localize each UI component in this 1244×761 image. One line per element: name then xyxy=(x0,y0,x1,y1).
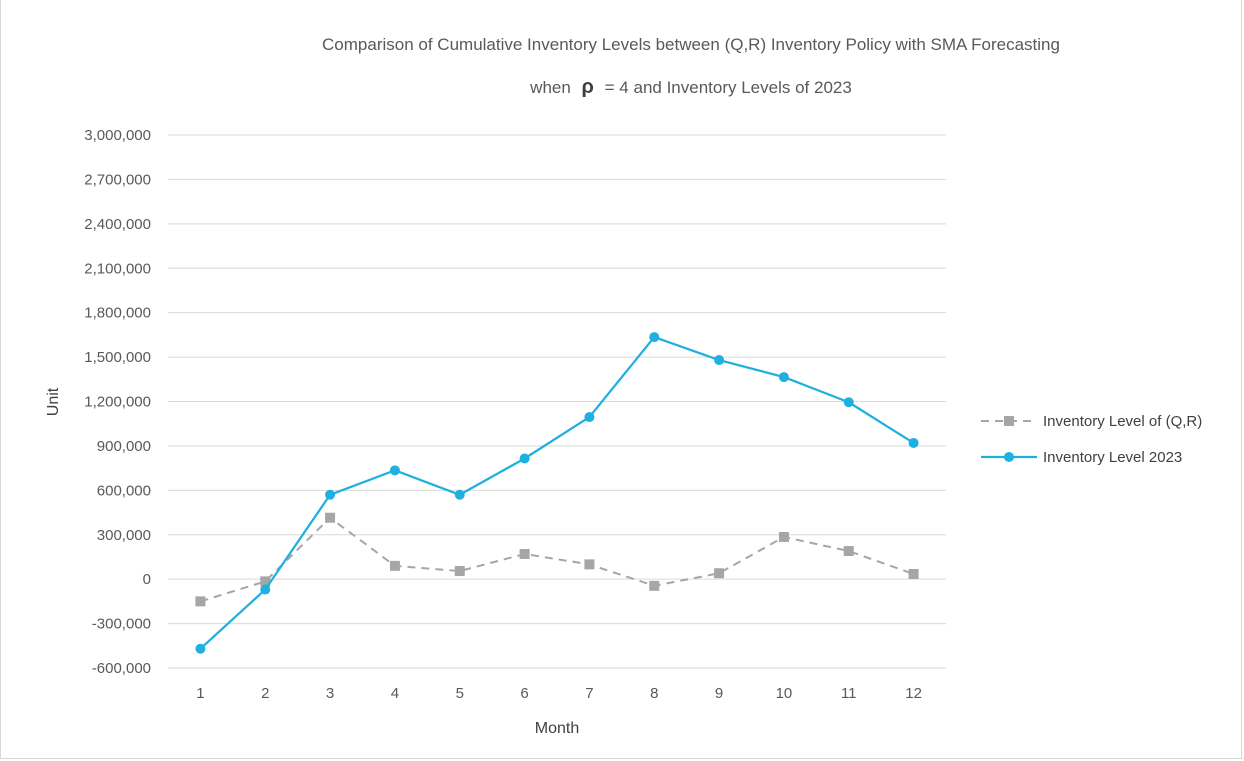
x-tick-label: 3 xyxy=(326,685,334,702)
rho-symbol: ρ xyxy=(582,76,594,98)
y-tick-label: 600,000 xyxy=(97,482,151,499)
data-point xyxy=(649,332,660,343)
x-tick-label: 8 xyxy=(650,685,658,702)
y-tick-label: 300,000 xyxy=(97,527,151,544)
chart-title-line1: Comparison of Cumulative Inventory Level… xyxy=(322,35,1060,54)
y-tick-label: 3,000,000 xyxy=(84,127,151,144)
x-tick-label: 4 xyxy=(391,685,399,702)
chart-title-line2: when ρ = 4 and Inventory Levels of 2023 xyxy=(529,76,852,98)
x-tick-label: 10 xyxy=(776,685,793,702)
y-tick-label: 0 xyxy=(143,571,151,588)
data-point xyxy=(843,397,854,408)
data-point xyxy=(454,489,465,500)
data-point xyxy=(389,560,400,571)
data-point xyxy=(584,412,595,423)
x-tick-label: 12 xyxy=(905,685,922,702)
x-tick-label: 9 xyxy=(715,685,723,702)
legend-entry: Inventory Level 2023 xyxy=(981,449,1182,466)
y-tick-label: 2,400,000 xyxy=(84,216,151,233)
x-tick-label: 1 xyxy=(196,685,204,702)
x-tick-label: 5 xyxy=(456,685,464,702)
data-series xyxy=(195,332,919,654)
x-tick-label: 6 xyxy=(520,685,528,702)
data-point xyxy=(714,355,725,366)
data-point xyxy=(389,465,400,476)
x-axis-tick-labels: 1 2 3 4 5 6 7 8 9 10 11 12 xyxy=(196,685,922,702)
data-point xyxy=(519,453,530,464)
data-point xyxy=(325,489,336,500)
data-point xyxy=(325,512,336,523)
y-tick-label: 2,700,000 xyxy=(84,171,151,188)
y-tick-label: -300,000 xyxy=(92,616,151,633)
series-line xyxy=(200,516,914,603)
y-tick-label: 1,500,000 xyxy=(84,349,151,366)
data-point xyxy=(260,584,271,595)
y-tick-label: 1,800,000 xyxy=(84,305,151,322)
data-point xyxy=(260,576,271,587)
x-tick-label: 11 xyxy=(841,685,857,702)
data-point xyxy=(454,566,465,577)
title-line2-suffix: = 4 and Inventory Levels of 2023 xyxy=(605,78,852,97)
legend: Inventory Level of (Q,R) Inventory Level … xyxy=(981,413,1202,466)
y-axis-title: Unit xyxy=(45,387,62,416)
y-tick-label: 900,000 xyxy=(97,438,151,455)
series-1 xyxy=(195,512,919,607)
data-point xyxy=(908,437,919,448)
data-point xyxy=(195,596,206,607)
data-point xyxy=(584,559,595,570)
series-2 xyxy=(195,332,919,654)
y-tick-label: 2,100,000 xyxy=(84,260,151,277)
data-point xyxy=(649,580,660,591)
legend-marker xyxy=(1004,416,1014,426)
legend-marker xyxy=(1004,452,1014,462)
gridlines xyxy=(168,134,946,669)
series-line xyxy=(199,335,915,650)
y-axis-tick-labels: 3,000,000 2,700,000 2,400,000 2,100,000 1,80… xyxy=(84,127,151,677)
y-tick-label: -600,000 xyxy=(92,660,151,677)
legend-label: Inventory Level 2023 xyxy=(1043,449,1182,466)
legend-label: Inventory Level of (Q,R) xyxy=(1043,413,1202,430)
x-axis-title: Month xyxy=(535,720,579,737)
x-tick-label: 7 xyxy=(585,685,593,702)
data-point xyxy=(195,643,206,654)
data-point xyxy=(778,531,789,542)
data-point xyxy=(519,548,530,559)
x-tick-label: 2 xyxy=(261,685,269,702)
y-tick-label: 1,200,000 xyxy=(84,394,151,411)
data-point xyxy=(778,372,789,383)
data-point xyxy=(714,568,725,579)
title-line2-prefix: when xyxy=(529,78,571,97)
data-point xyxy=(843,546,854,557)
data-point xyxy=(908,568,919,579)
legend-entry: Inventory Level of (Q,R) xyxy=(981,413,1202,430)
